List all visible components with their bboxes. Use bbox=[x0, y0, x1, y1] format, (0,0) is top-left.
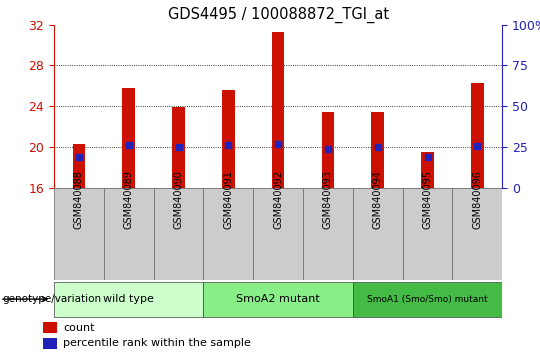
Text: GSM840092: GSM840092 bbox=[273, 170, 283, 229]
Point bbox=[124, 142, 133, 148]
Text: percentile rank within the sample: percentile rank within the sample bbox=[63, 338, 251, 348]
Text: count: count bbox=[63, 322, 95, 332]
Text: genotype/variation: genotype/variation bbox=[3, 294, 102, 304]
Text: GSM840095: GSM840095 bbox=[422, 170, 433, 229]
Text: GSM840089: GSM840089 bbox=[124, 170, 134, 229]
Point bbox=[423, 155, 432, 160]
FancyBboxPatch shape bbox=[353, 188, 403, 280]
Bar bbox=[322, 112, 334, 188]
FancyBboxPatch shape bbox=[204, 188, 253, 280]
Text: GSM840093: GSM840093 bbox=[323, 170, 333, 229]
Point bbox=[174, 144, 183, 150]
Point bbox=[473, 143, 482, 149]
Text: GSM840094: GSM840094 bbox=[373, 170, 383, 229]
FancyBboxPatch shape bbox=[403, 188, 453, 280]
FancyBboxPatch shape bbox=[353, 282, 502, 316]
FancyBboxPatch shape bbox=[303, 188, 353, 280]
Text: GSM840096: GSM840096 bbox=[472, 170, 482, 229]
Bar bbox=[43, 322, 57, 333]
Text: GSM840088: GSM840088 bbox=[74, 170, 84, 229]
FancyBboxPatch shape bbox=[253, 188, 303, 280]
Bar bbox=[222, 90, 234, 188]
FancyBboxPatch shape bbox=[153, 188, 204, 280]
FancyBboxPatch shape bbox=[54, 282, 204, 316]
Bar bbox=[43, 338, 57, 349]
Text: SmoA2 mutant: SmoA2 mutant bbox=[236, 294, 320, 304]
Point bbox=[373, 144, 382, 150]
Bar bbox=[272, 32, 285, 188]
Point bbox=[224, 142, 233, 148]
Bar bbox=[123, 88, 135, 188]
Bar bbox=[73, 144, 85, 188]
Text: SmoA1 (Smo/Smo) mutant: SmoA1 (Smo/Smo) mutant bbox=[367, 295, 488, 304]
Point bbox=[274, 141, 282, 147]
FancyBboxPatch shape bbox=[54, 188, 104, 280]
Bar bbox=[372, 112, 384, 188]
Bar bbox=[421, 152, 434, 188]
FancyBboxPatch shape bbox=[453, 188, 502, 280]
Point bbox=[75, 154, 83, 160]
Text: GSM840091: GSM840091 bbox=[224, 170, 233, 229]
FancyBboxPatch shape bbox=[104, 188, 153, 280]
Text: GSM840090: GSM840090 bbox=[173, 170, 184, 229]
FancyBboxPatch shape bbox=[204, 282, 353, 316]
Text: wild type: wild type bbox=[103, 294, 154, 304]
Bar bbox=[471, 83, 483, 188]
Title: GDS4495 / 100088872_TGI_at: GDS4495 / 100088872_TGI_at bbox=[167, 7, 389, 23]
Point bbox=[323, 146, 332, 152]
Bar bbox=[172, 107, 185, 188]
